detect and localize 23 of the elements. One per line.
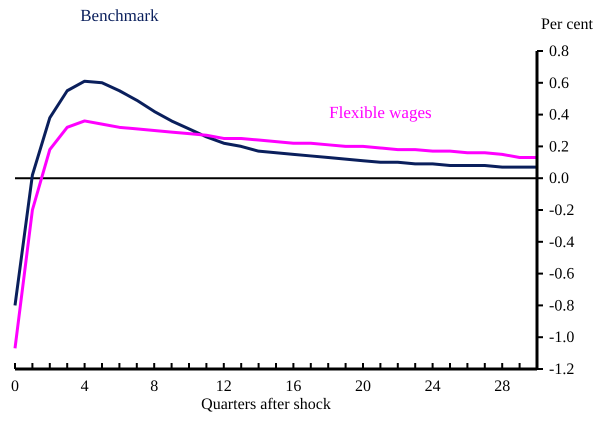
x-tick-label: 16 <box>285 378 302 395</box>
y-tick-label: 0.4 <box>549 106 569 124</box>
y-tick-label: -0.2 <box>549 202 574 219</box>
y-axis-title: Per cent <box>541 16 594 33</box>
x-tick-label: 28 <box>494 378 510 395</box>
x-tick-label: 12 <box>216 378 232 395</box>
x-tick-label: 24 <box>424 378 441 395</box>
x-tick-label: 0 <box>11 378 19 395</box>
y-tick-label: 0.8 <box>549 43 569 60</box>
y-tick-label: -0.6 <box>549 266 574 283</box>
y-tick-label: -1.2 <box>549 361 574 378</box>
y-tick-label: -0.8 <box>549 297 574 314</box>
x-axis-title: Quarters after shock <box>201 396 331 413</box>
y-tick-label: 0.6 <box>549 74 569 92</box>
y-tick-label: -0.4 <box>549 234 574 251</box>
x-tick-label: 4 <box>80 378 89 395</box>
y-tick-label: 0.2 <box>549 138 569 156</box>
series-label: Flexible wages <box>329 102 432 122</box>
y-tick-label: 0.0 <box>549 170 569 188</box>
x-tick-label: 8 <box>150 378 158 395</box>
y-tick-label: -1.0 <box>549 329 574 346</box>
x-tick-label: 20 <box>355 378 371 395</box>
text: Benchmark <box>80 6 160 25</box>
